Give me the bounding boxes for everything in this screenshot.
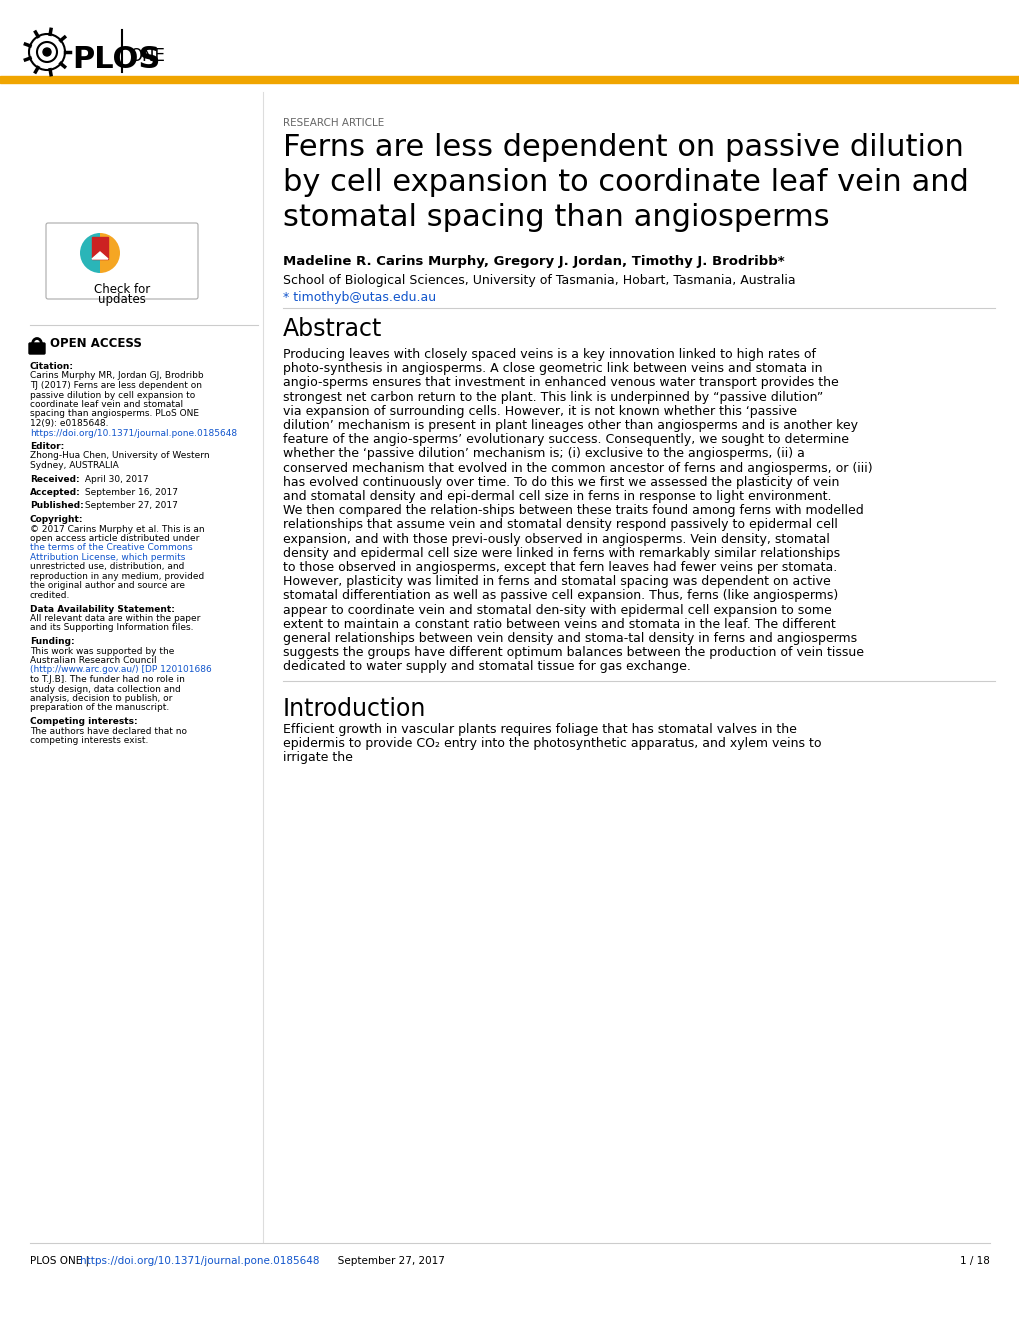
Text: However, plasticity was limited in ferns and stomatal spacing was dependent on a: However, plasticity was limited in ferns… (282, 576, 829, 589)
Text: competing interests exist.: competing interests exist. (30, 737, 148, 744)
Text: Introduction: Introduction (282, 697, 426, 721)
Text: OPEN ACCESS: OPEN ACCESS (50, 337, 142, 350)
Text: 1 / 18: 1 / 18 (959, 1257, 989, 1266)
Text: All relevant data are within the paper: All relevant data are within the paper (30, 614, 200, 623)
Text: whether the ‘passive dilution’ mechanism is; (i) exclusive to the angiosperms, (: whether the ‘passive dilution’ mechanism… (282, 447, 804, 461)
Text: coordinate leaf vein and stomatal: coordinate leaf vein and stomatal (30, 400, 183, 409)
Text: Madeline R. Carins Murphy, Gregory J. Jordan, Timothy J. Brodribb*: Madeline R. Carins Murphy, Gregory J. Jo… (282, 255, 784, 268)
Text: Sydney, AUSTRALIA: Sydney, AUSTRALIA (30, 461, 118, 470)
Text: to T.J.B]. The funder had no role in: to T.J.B]. The funder had no role in (30, 675, 184, 684)
Text: September 27, 2017: September 27, 2017 (328, 1257, 444, 1266)
Text: RESEARCH ARTICLE: RESEARCH ARTICLE (282, 117, 384, 128)
Polygon shape (92, 252, 108, 259)
Text: passive dilution by cell expansion to: passive dilution by cell expansion to (30, 391, 195, 400)
Text: study design, data collection and: study design, data collection and (30, 685, 180, 693)
Wedge shape (100, 234, 120, 273)
Text: TJ (2017) Ferns are less dependent on: TJ (2017) Ferns are less dependent on (30, 381, 202, 389)
Text: September 27, 2017: September 27, 2017 (82, 502, 177, 511)
Text: the original author and source are: the original author and source are (30, 582, 184, 590)
Text: (http://www.arc.gov.au/) [DP 120101686: (http://www.arc.gov.au/) [DP 120101686 (30, 665, 212, 675)
Text: strongest net carbon return to the plant. This link is underpinned by “passive d: strongest net carbon return to the plant… (282, 391, 822, 404)
Text: Competing interests:: Competing interests: (30, 717, 138, 726)
Text: epidermis to provide CO₂ entry into the photosynthetic apparatus, and xylem vein: epidermis to provide CO₂ entry into the … (282, 737, 820, 750)
Text: angio-sperms ensures that investment in enhanced venous water transport provides: angio-sperms ensures that investment in … (282, 376, 838, 389)
Text: feature of the angio-sperms’ evolutionary success. Consequently, we sought to de: feature of the angio-sperms’ evolutionar… (282, 433, 848, 446)
Text: The authors have declared that no: The authors have declared that no (30, 726, 186, 735)
Text: expansion, and with those previ-ously observed in angiosperms. Vein density, sto: expansion, and with those previ-ously ob… (282, 532, 829, 545)
Text: https://doi.org/10.1371/journal.pone.0185648: https://doi.org/10.1371/journal.pone.018… (79, 1257, 319, 1266)
Text: unrestricted use, distribution, and: unrestricted use, distribution, and (30, 562, 184, 572)
Text: 12(9): e0185648.: 12(9): e0185648. (30, 418, 108, 428)
Text: Carins Murphy MR, Jordan GJ, Brodribb: Carins Murphy MR, Jordan GJ, Brodribb (30, 371, 204, 380)
Text: Australian Research Council: Australian Research Council (30, 656, 157, 665)
Text: Accepted:: Accepted: (30, 488, 81, 498)
Text: has evolved continuously over time. To do this we first we assessed the plastici: has evolved continuously over time. To d… (282, 475, 839, 488)
FancyBboxPatch shape (29, 343, 45, 354)
Text: Producing leaves with closely spaced veins is a key innovation linked to high ra: Producing leaves with closely spaced vei… (282, 348, 815, 360)
Text: School of Biological Sciences, University of Tasmania, Hobart, Tasmania, Austral: School of Biological Sciences, Universit… (282, 275, 795, 286)
Text: via expansion of surrounding cells. However, it is not known whether this ‘passi: via expansion of surrounding cells. Howe… (282, 405, 796, 418)
Text: extent to maintain a constant ratio between veins and stomata in the leaf. The d: extent to maintain a constant ratio betw… (282, 618, 835, 631)
Bar (92, 238, 108, 259)
Text: photo-synthesis in angiosperms. A close geometric link between veins and stomata: photo-synthesis in angiosperms. A close … (282, 362, 821, 375)
Text: relationships that assume vein and stomatal density respond passively to epiderm: relationships that assume vein and stoma… (282, 519, 837, 532)
Text: Editor:: Editor: (30, 442, 64, 451)
Text: dilution’ mechanism is present in plant lineages other than angiosperms and is a: dilution’ mechanism is present in plant … (282, 418, 857, 432)
Bar (0, 77, 1019, 83)
Text: conserved mechanism that evolved in the common ancestor of ferns and angiosperms: conserved mechanism that evolved in the … (282, 462, 872, 475)
Text: credited.: credited. (30, 591, 70, 601)
Text: general relationships between vein density and stoma-tal density in ferns and an: general relationships between vein densi… (282, 632, 856, 645)
Text: analysis, decision to publish, or: analysis, decision to publish, or (30, 694, 172, 704)
Text: and stomatal density and epi-dermal cell size in ferns in response to light envi: and stomatal density and epi-dermal cell… (282, 490, 830, 503)
Text: Citation:: Citation: (30, 362, 74, 371)
Text: * timothyb@utas.edu.au: * timothyb@utas.edu.au (282, 290, 436, 304)
Text: ONE: ONE (128, 48, 165, 65)
Text: and its Supporting Information files.: and its Supporting Information files. (30, 623, 194, 632)
Text: PLOS ONE |: PLOS ONE | (30, 1257, 93, 1266)
Text: September 16, 2017: September 16, 2017 (82, 488, 178, 498)
Text: dedicated to water supply and stomatal tissue for gas exchange.: dedicated to water supply and stomatal t… (282, 660, 690, 673)
Text: preparation of the manuscript.: preparation of the manuscript. (30, 704, 169, 713)
Text: We then compared the relation-ships between these traits found among ferns with : We then compared the relation-ships betw… (282, 504, 863, 517)
Text: © 2017 Carins Murphy et al. This is an: © 2017 Carins Murphy et al. This is an (30, 524, 205, 533)
Text: Published:: Published: (30, 502, 84, 511)
Text: Funding:: Funding: (30, 638, 74, 645)
Text: https://doi.org/10.1371/journal.pone.0185648: https://doi.org/10.1371/journal.pone.018… (30, 429, 236, 437)
Text: the terms of the Creative Commons: the terms of the Creative Commons (30, 544, 193, 553)
Text: PLOS: PLOS (72, 45, 160, 74)
Circle shape (43, 48, 51, 55)
Text: suggests the groups have different optimum balances between the production of ve: suggests the groups have different optim… (282, 647, 863, 659)
Text: Attribution License, which permits: Attribution License, which permits (30, 553, 185, 562)
Text: Check for: Check for (94, 282, 150, 296)
Text: Data Availability Statement:: Data Availability Statement: (30, 605, 174, 614)
FancyBboxPatch shape (46, 223, 198, 300)
Text: open access article distributed under: open access article distributed under (30, 535, 199, 543)
Text: Copyright:: Copyright: (30, 515, 84, 524)
Wedge shape (79, 234, 100, 273)
Text: stomatal differentiation as well as passive cell expansion. Thus, ferns (like an: stomatal differentiation as well as pass… (282, 590, 838, 602)
Text: April 30, 2017: April 30, 2017 (82, 474, 149, 483)
Text: updates: updates (98, 293, 146, 306)
Text: reproduction in any medium, provided: reproduction in any medium, provided (30, 572, 204, 581)
Text: appear to coordinate vein and stomatal den-sity with epidermal cell expansion to: appear to coordinate vein and stomatal d… (282, 603, 830, 616)
Text: spacing than angiosperms. PLoS ONE: spacing than angiosperms. PLoS ONE (30, 409, 199, 418)
Text: This work was supported by the: This work was supported by the (30, 647, 174, 656)
Text: Ferns are less dependent on passive dilution
by cell expansion to coordinate lea: Ferns are less dependent on passive dilu… (282, 133, 968, 231)
Text: Zhong-Hua Chen, University of Western: Zhong-Hua Chen, University of Western (30, 451, 210, 461)
Text: Received:: Received: (30, 474, 79, 483)
Text: density and epidermal cell size were linked in ferns with remarkably similar rel: density and epidermal cell size were lin… (282, 546, 840, 560)
Text: to those observed in angiosperms, except that fern leaves had fewer veins per st: to those observed in angiosperms, except… (282, 561, 837, 574)
Text: irrigate the: irrigate the (282, 751, 353, 764)
Text: Abstract: Abstract (282, 317, 382, 341)
Text: Efficient growth in vascular plants requires foliage that has stomatal valves in: Efficient growth in vascular plants requ… (282, 722, 796, 735)
